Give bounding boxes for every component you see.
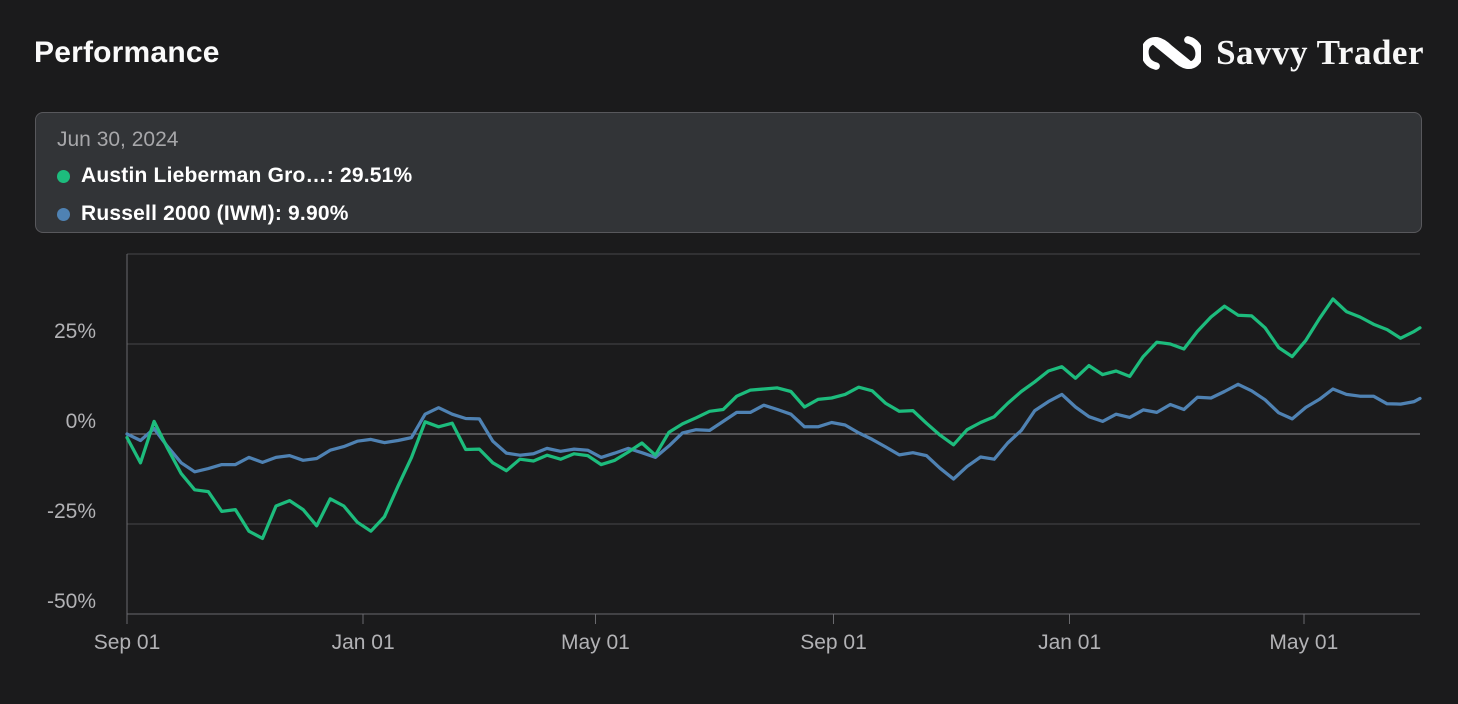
tooltip-series-label: Austin Lieberman Gro…: 29.51%: [81, 164, 413, 187]
tooltip-series-label: Russell 2000 (IWM): 9.90%: [81, 202, 349, 225]
portfolio-line: [125, 297, 1422, 541]
tooltip-series-row: Russell 2000 (IWM): 9.90%: [57, 195, 1401, 233]
page-title: Performance: [34, 36, 220, 69]
benchmark-line: [125, 382, 1422, 481]
savvy-trader-infinity-icon: [1143, 32, 1202, 74]
portfolio-series-dot: [57, 169, 70, 183]
brand-name: Savvy Trader: [1216, 33, 1424, 72]
tooltip-date: Jun 30, 2024: [57, 128, 179, 151]
brand-logo: Savvy Trader: [1143, 28, 1424, 78]
performance-chart[interactable]: 25% 0% -25% -50% Sep 01 Jan 01 May 01 Sep 01 Jan…: [0, 240, 1458, 704]
benchmark-series-dot: [57, 207, 70, 221]
chart-canvas[interactable]: [0, 240, 1458, 704]
chart-tooltip: Jun 30, 2024 Austin Lieberman Gro…: 29.5…: [35, 112, 1422, 233]
tooltip-series-row: Austin Lieberman Gro…: 29.51%: [57, 157, 1401, 195]
